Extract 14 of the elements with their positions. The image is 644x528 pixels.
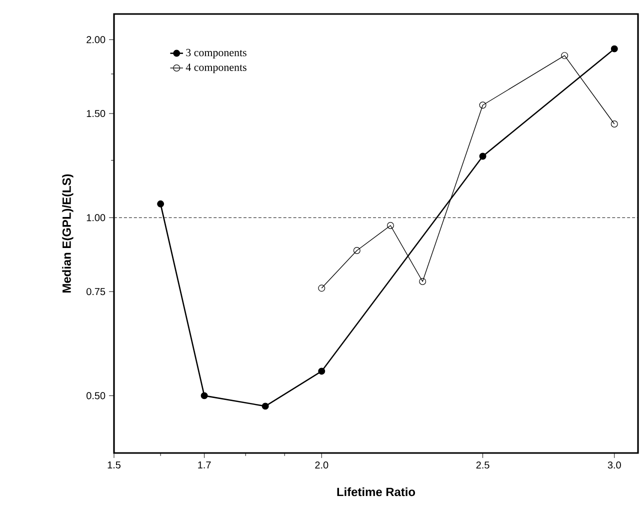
x-tick-label: 1.5 <box>108 461 121 468</box>
legend-label: 4 components <box>186 64 246 74</box>
y-tick-label: 1.00 <box>86 214 106 222</box>
x-tick-label: 2.0 <box>315 462 328 469</box>
x-tick-label: 2.5 <box>476 462 490 469</box>
y-tick-label: 2.00 <box>86 36 106 44</box>
y-axis-title: Median E(GPL)/E(LS) <box>62 174 74 292</box>
x-axis-title: Lifetime Ratio <box>337 487 416 496</box>
x-tick-label: 3.0 <box>608 462 621 469</box>
x-tick-label: 1.7 <box>198 461 211 468</box>
y-tick-label: 1.50 <box>86 110 106 118</box>
y-tick-label: 0.75 <box>86 288 106 296</box>
y-tick-label: 0.50 <box>86 392 106 400</box>
legend-label: 3 components <box>186 48 246 58</box>
